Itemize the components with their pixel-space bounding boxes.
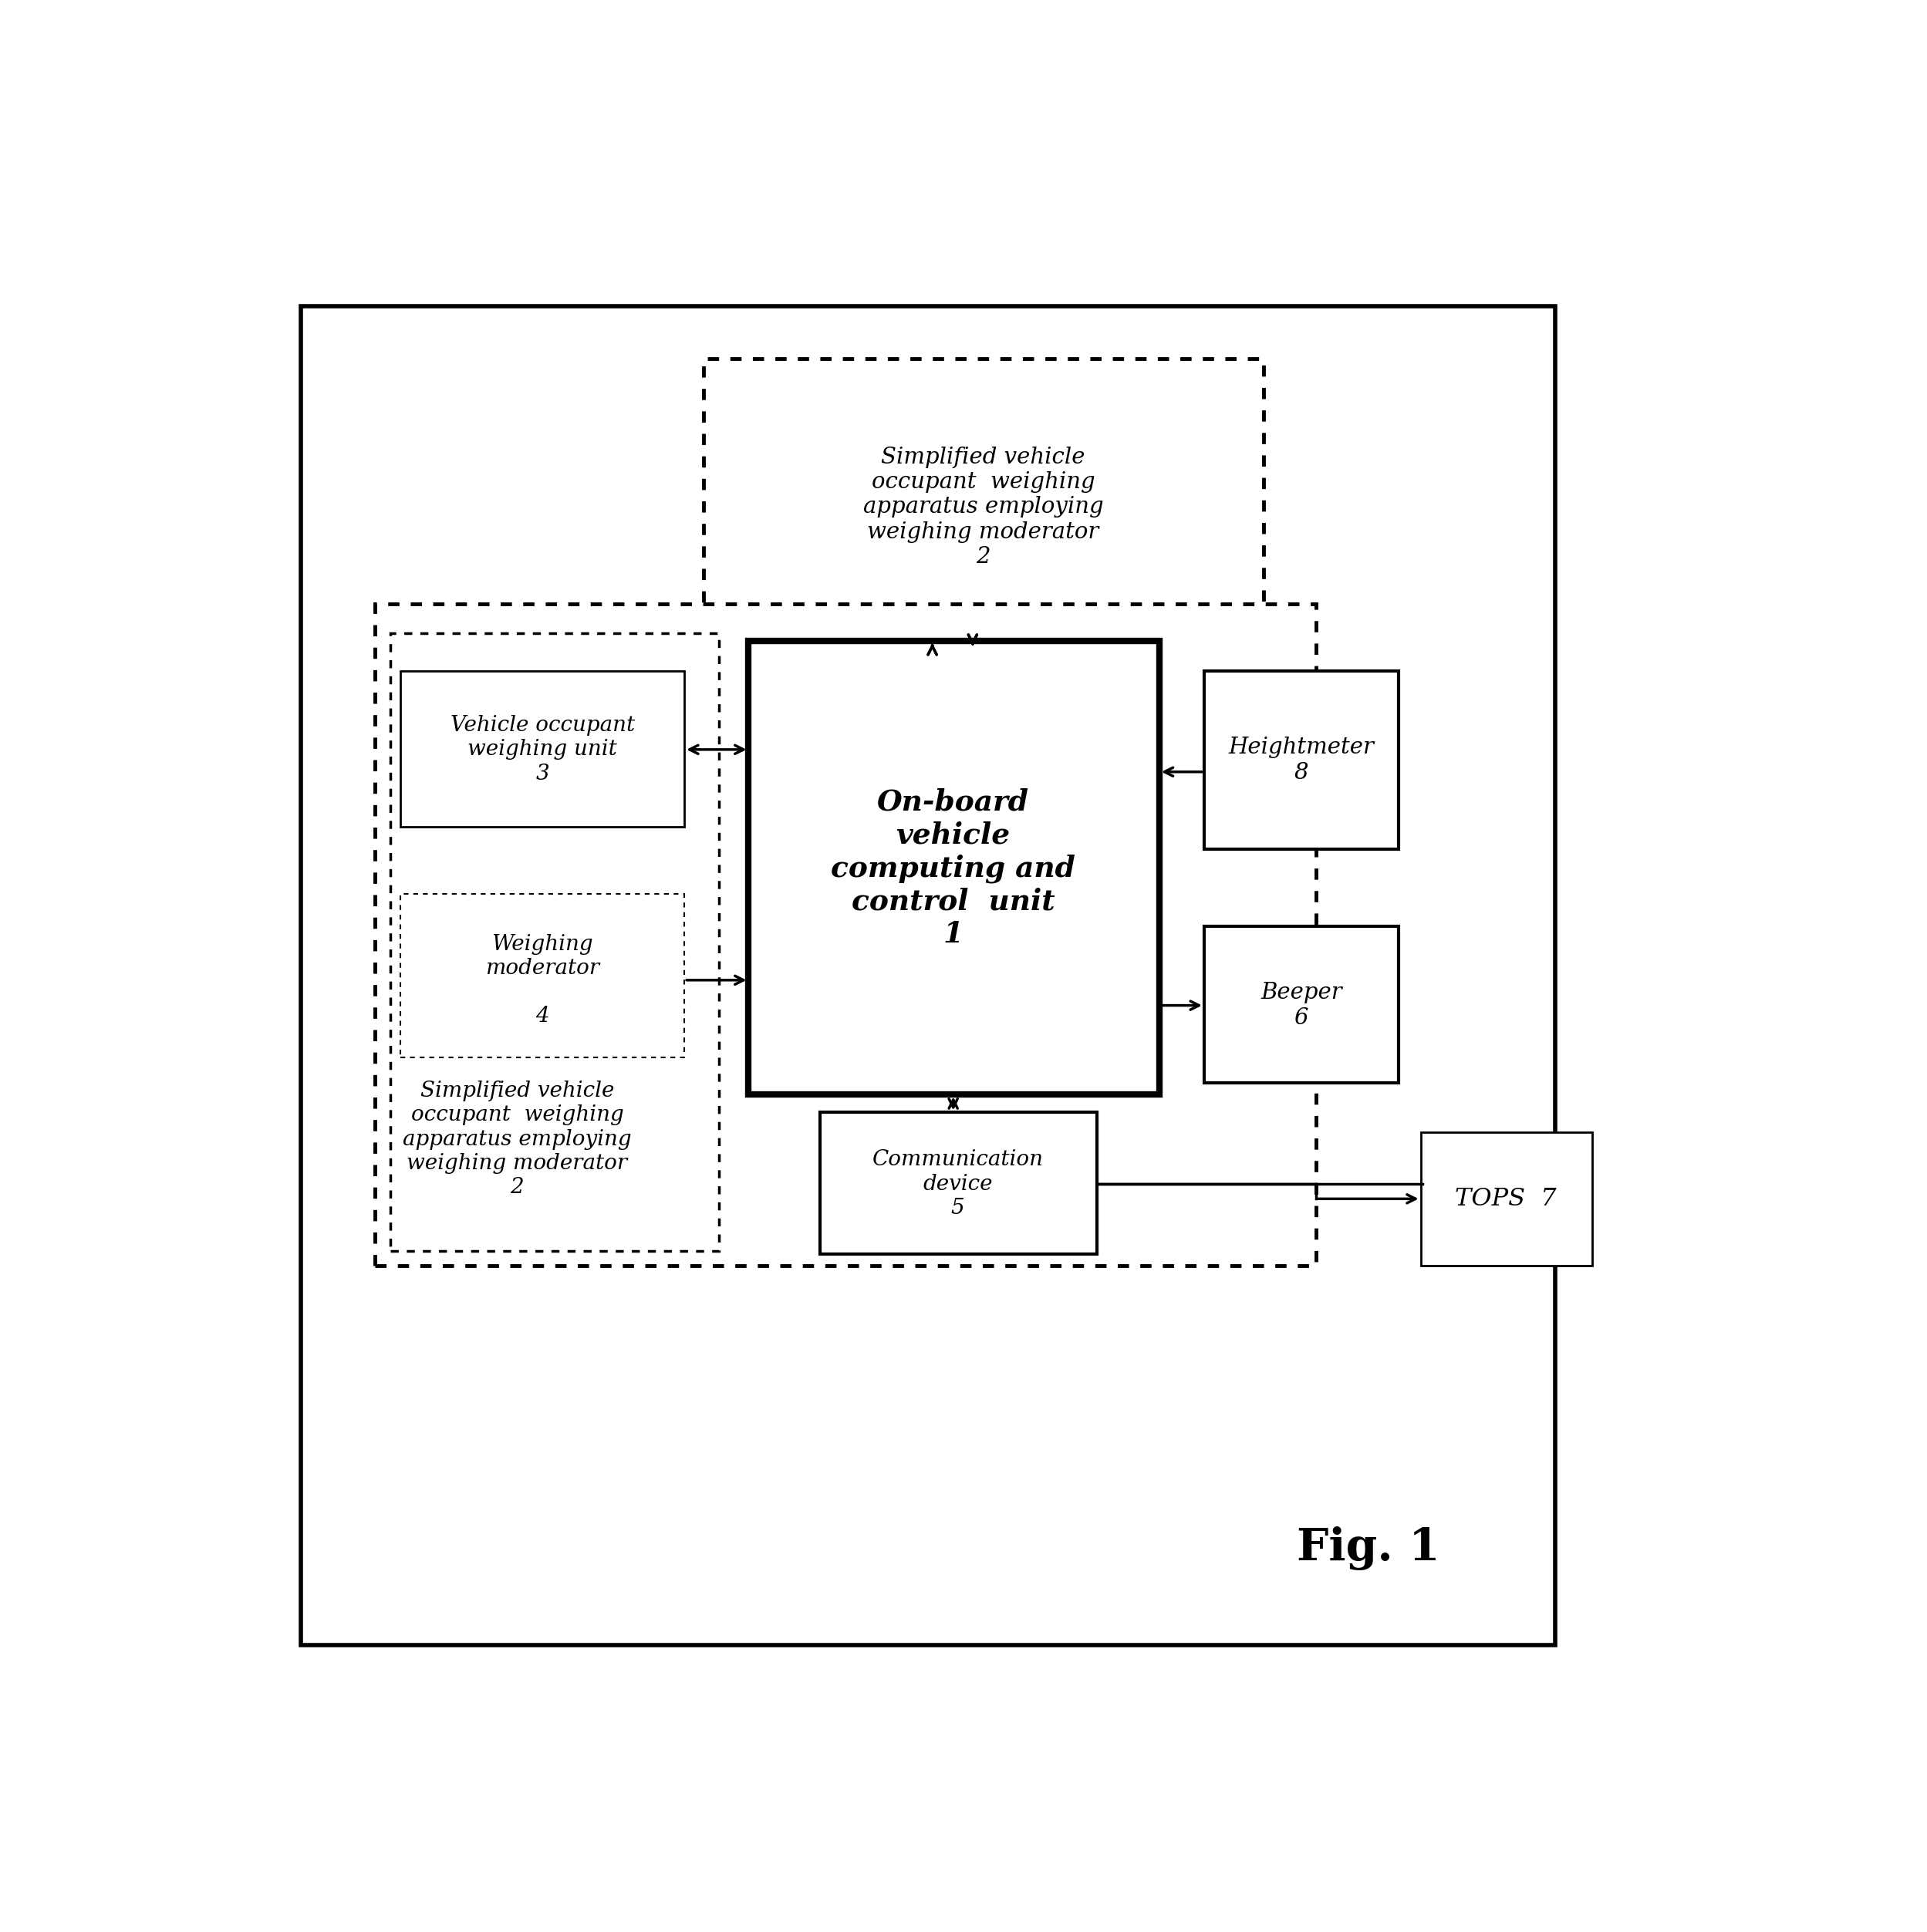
Text: Simplified vehicle
occupant  weighing
apparatus employing
weighing moderator
2: Simplified vehicle occupant weighing app…	[863, 446, 1104, 568]
Bar	[750, 641, 1160, 1095]
Text: Fig. 1: Fig. 1	[1297, 1526, 1439, 1571]
Text: Weighing
moderator

4: Weighing moderator 4	[486, 933, 599, 1026]
Text: Heightmeter
8: Heightmeter 8	[1227, 736, 1374, 782]
Bar	[1420, 1132, 1592, 1265]
Bar	[389, 634, 719, 1250]
Text: Communication
device
5: Communication device 5	[873, 1150, 1043, 1219]
Bar	[821, 1113, 1096, 1254]
Bar	[401, 670, 684, 827]
Text: Vehicle occupant
weighing unit
3: Vehicle occupant weighing unit 3	[451, 715, 634, 784]
Text: Beeper
6: Beeper 6	[1260, 981, 1341, 1028]
Bar	[1204, 670, 1399, 850]
Bar	[1204, 927, 1399, 1082]
Text: On-board
vehicle
computing and
control  unit
1: On-board vehicle computing and control u…	[831, 788, 1075, 949]
Bar	[376, 603, 1316, 1265]
Text: TOPS  7: TOPS 7	[1455, 1186, 1557, 1211]
Bar	[401, 895, 684, 1057]
Bar	[301, 307, 1555, 1646]
Text: Simplified vehicle
occupant  weighing
apparatus employing
weighing moderator
2: Simplified vehicle occupant weighing app…	[403, 1080, 632, 1198]
Bar	[703, 357, 1264, 649]
